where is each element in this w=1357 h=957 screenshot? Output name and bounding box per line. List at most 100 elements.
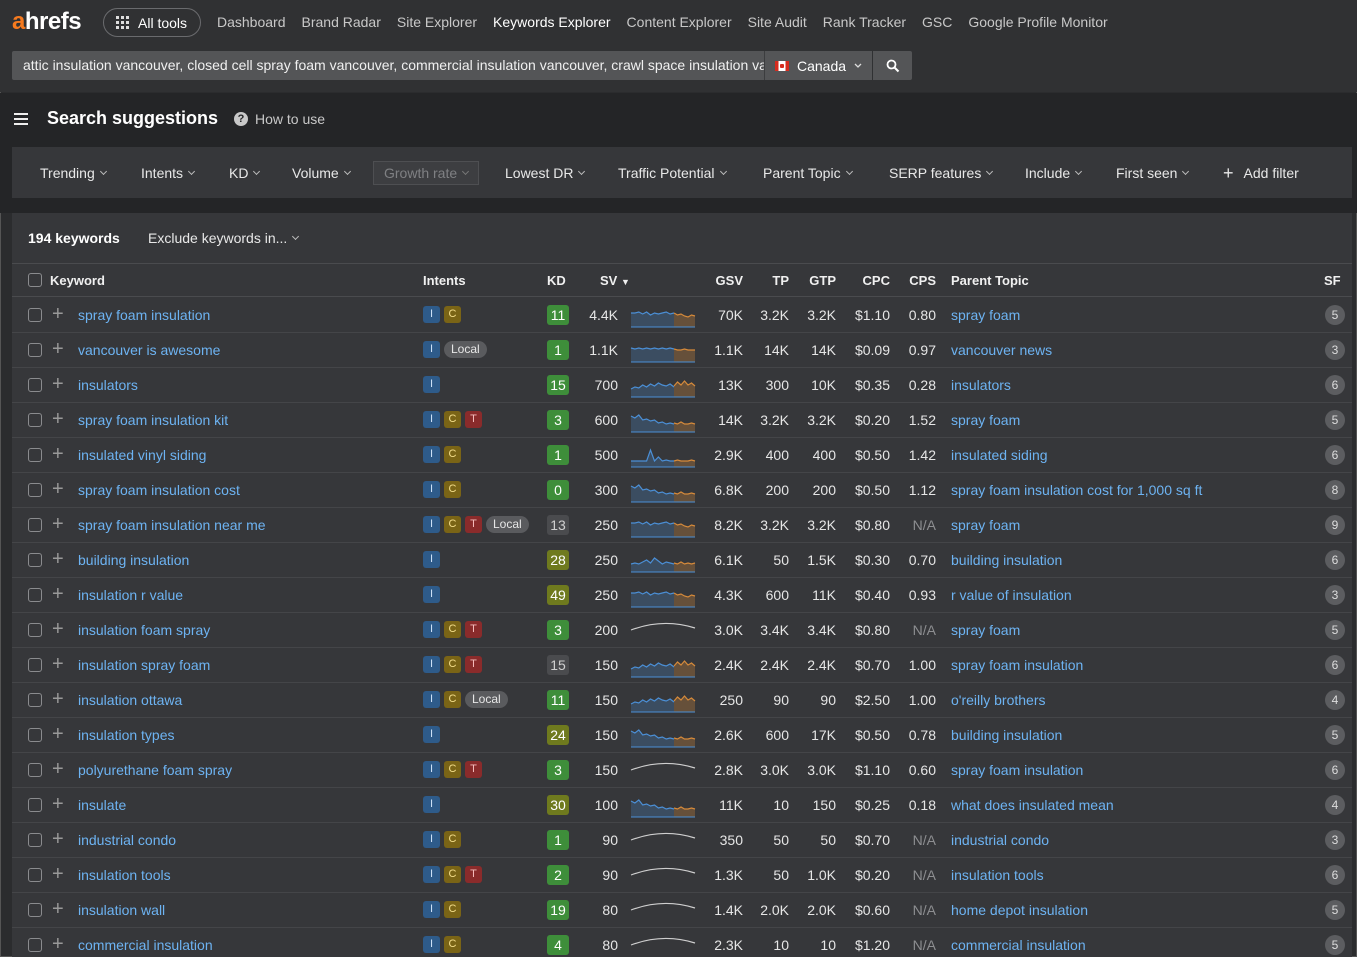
parent-topic-link[interactable]: r value of insulation	[951, 587, 1072, 603]
table-row[interactable]: + spray foam insulation cost I C 0 300 6.8K 200…	[12, 473, 1352, 508]
keyword-link[interactable]: industrial condo	[78, 832, 177, 848]
parent-topic-link[interactable]: commercial insulation	[951, 937, 1086, 953]
search-button[interactable]	[873, 51, 912, 80]
parent-topic-link[interactable]: o'reilly brothers	[951, 692, 1046, 708]
serp-features-count[interactable]: 3	[1325, 830, 1345, 850]
table-row[interactable]: + insulators I 15 700 13K 300 10K $0.35 0.28 insul…	[12, 368, 1352, 403]
row-checkbox[interactable]	[28, 693, 42, 707]
menu-icon[interactable]	[14, 113, 28, 125]
parent-topic-link[interactable]: spray foam insulation	[951, 657, 1084, 673]
serp-features-count[interactable]: 6	[1325, 865, 1345, 885]
row-checkbox[interactable]	[28, 448, 42, 462]
col-intents[interactable]: Intents	[423, 273, 466, 288]
filter-intents[interactable]: Intents	[141, 161, 196, 185]
table-row[interactable]: + polyurethane foam spray I C T 3 150 2.8K 3.0K 3…	[12, 753, 1352, 788]
keyword-link[interactable]: insulation ottawa	[78, 692, 183, 708]
row-checkbox[interactable]	[28, 483, 42, 497]
nav-link-content-explorer[interactable]: Content Explorer	[626, 14, 732, 30]
keyword-link[interactable]: insulation wall	[78, 902, 166, 918]
filter-growth-rate[interactable]: Growth rate	[373, 161, 480, 185]
table-row[interactable]: + insulation wall I C 19 80 1.4K 2.0K 2.0K $0.60 N…	[12, 893, 1352, 928]
add-to-list-icon[interactable]: +	[52, 688, 64, 710]
filter-trending[interactable]: Trending	[40, 161, 107, 185]
serp-features-count[interactable]: 3	[1325, 340, 1345, 360]
add-to-list-icon[interactable]: +	[52, 338, 64, 360]
serp-features-count[interactable]: 8	[1325, 480, 1345, 500]
nav-link-rank-tracker[interactable]: Rank Tracker	[822, 14, 907, 30]
keyword-link[interactable]: spray foam insulation near me	[78, 517, 266, 533]
col-tp[interactable]: TP	[772, 273, 789, 288]
table-row[interactable]: + spray foam insulation I C 11 4.4K 70K 3.2K 3.2…	[12, 298, 1352, 333]
row-checkbox[interactable]	[28, 763, 42, 777]
parent-topic-link[interactable]: spray foam	[951, 622, 1021, 638]
add-to-list-icon[interactable]: +	[52, 513, 64, 535]
nav-link-site-explorer[interactable]: Site Explorer	[396, 14, 478, 30]
keyword-link[interactable]: insulated vinyl siding	[78, 447, 207, 463]
col-sv[interactable]: SV ▼	[600, 273, 630, 288]
exclude-keywords-dropdown[interactable]: Exclude keywords in...	[148, 230, 300, 246]
table-row[interactable]: + insulation ottawa I C Local 11 150 250 90 90 $2.…	[12, 683, 1352, 718]
filter-lowest-dr[interactable]: Lowest DR	[505, 161, 586, 185]
serp-features-count[interactable]: 6	[1325, 655, 1345, 675]
row-checkbox[interactable]	[28, 728, 42, 742]
parent-topic-link[interactable]: spray foam	[951, 412, 1021, 428]
keyword-link[interactable]: insulation foam spray	[78, 622, 211, 638]
row-checkbox[interactable]	[28, 518, 42, 532]
add-to-list-icon[interactable]: +	[52, 373, 64, 395]
keyword-link[interactable]: insulation r value	[78, 587, 184, 603]
row-checkbox[interactable]	[28, 413, 42, 427]
row-checkbox[interactable]	[28, 833, 42, 847]
parent-topic-link[interactable]: what does insulated mean	[951, 797, 1114, 813]
add-to-list-icon[interactable]: +	[52, 408, 64, 430]
ahrefs-logo[interactable]: ahrefs	[12, 8, 82, 35]
col-kd[interactable]: KD	[547, 273, 566, 288]
serp-features-count[interactable]: 6	[1325, 445, 1345, 465]
table-row[interactable]: + spray foam insulation near me I C T Local 13…	[12, 508, 1352, 543]
row-checkbox[interactable]	[28, 868, 42, 882]
add-to-list-icon[interactable]: +	[52, 863, 64, 885]
keyword-link[interactable]: insulators	[78, 377, 138, 393]
row-checkbox[interactable]	[28, 553, 42, 567]
keyword-link[interactable]: insulate	[78, 797, 127, 813]
serp-features-count[interactable]: 6	[1325, 550, 1345, 570]
add-to-list-icon[interactable]: +	[52, 758, 64, 780]
add-to-list-icon[interactable]: +	[52, 793, 64, 815]
parent-topic-link[interactable]: insulators	[951, 377, 1011, 393]
parent-topic-link[interactable]: spray foam insulation	[951, 762, 1084, 778]
serp-features-count[interactable]: 4	[1325, 690, 1345, 710]
table-row[interactable]: + insulation types I 24 150 2.6K 600 17K $0.50 0.…	[12, 718, 1352, 753]
filter-serp-features[interactable]: SERP features	[889, 161, 994, 185]
add-to-list-icon[interactable]: +	[52, 723, 64, 745]
parent-topic-link[interactable]: spray foam insulation cost for 1,000 sq …	[951, 482, 1203, 498]
keyword-link[interactable]: insulation types	[78, 727, 175, 743]
row-checkbox[interactable]	[28, 343, 42, 357]
nav-link-brand-radar[interactable]: Brand Radar	[301, 14, 381, 30]
serp-features-count[interactable]: 5	[1325, 935, 1345, 955]
table-row[interactable]: + insulated vinyl siding I C 1 500 2.9K 400 400 $…	[12, 438, 1352, 473]
keyword-link[interactable]: vancouver is awesome	[78, 342, 221, 358]
add-to-list-icon[interactable]: +	[52, 478, 64, 500]
col-gsv[interactable]: GSV	[715, 273, 743, 288]
all-tools-button[interactable]: All tools	[103, 8, 201, 37]
row-checkbox[interactable]	[28, 798, 42, 812]
nav-link-google-profile-monitor[interactable]: Google Profile Monitor	[968, 14, 1108, 30]
add-filter-button[interactable]: + Add filter	[1223, 161, 1299, 185]
nav-link-site-audit[interactable]: Site Audit	[747, 14, 807, 30]
add-to-list-icon[interactable]: +	[52, 653, 64, 675]
parent-topic-link[interactable]: industrial condo	[951, 832, 1050, 848]
filter-traffic-potential[interactable]: Traffic Potential	[618, 161, 727, 185]
parent-topic-link[interactable]: insulation tools	[951, 867, 1044, 883]
filter-parent-topic[interactable]: Parent Topic	[763, 161, 853, 185]
add-to-list-icon[interactable]: +	[52, 303, 64, 325]
serp-features-count[interactable]: 5	[1325, 305, 1345, 325]
filter-volume[interactable]: Volume	[292, 161, 351, 185]
keyword-link[interactable]: spray foam insulation kit	[78, 412, 229, 428]
add-to-list-icon[interactable]: +	[52, 548, 64, 570]
nav-link-dashboard[interactable]: Dashboard	[217, 14, 286, 30]
parent-topic-link[interactable]: building insulation	[951, 552, 1063, 568]
row-checkbox[interactable]	[28, 588, 42, 602]
keyword-link[interactable]: spray foam insulation cost	[78, 482, 240, 498]
add-to-list-icon[interactable]: +	[52, 443, 64, 465]
keyword-link[interactable]: building insulation	[78, 552, 190, 568]
table-row[interactable]: + insulation tools I C T 2 90 1.3K 50 1.0K $0.20 N/…	[12, 858, 1352, 893]
